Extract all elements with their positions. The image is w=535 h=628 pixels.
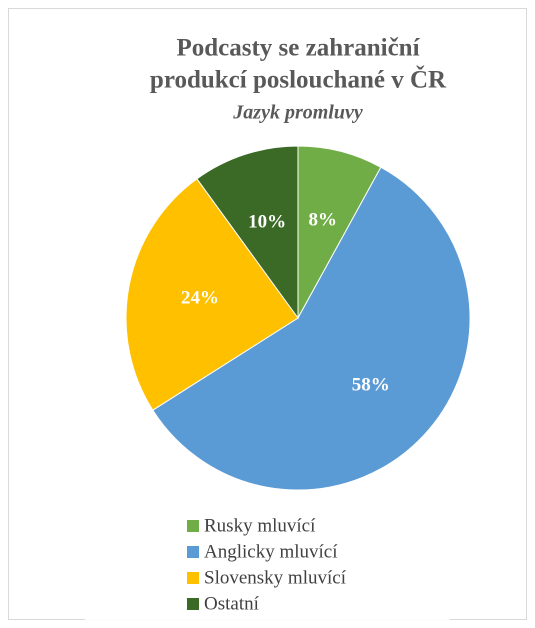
legend-swatch — [187, 520, 199, 532]
legend-swatch — [187, 598, 199, 610]
data-label: 8% — [309, 210, 338, 231]
data-label: 10% — [248, 211, 286, 232]
data-label: 24% — [181, 288, 219, 309]
chart-subtitle: Jazyk promluvy — [232, 102, 363, 124]
data-label: 58% — [352, 375, 390, 396]
legend-label: Slovensky mluvící — [204, 567, 347, 588]
legend-swatch — [187, 572, 199, 584]
pie-slice — [152, 166, 471, 491]
legend-label: Anglicky mluvící — [204, 541, 338, 562]
pie-slice — [196, 145, 299, 320]
legend-box — [85, 512, 450, 620]
chart-title: produkcí poslouchané v ČR — [150, 65, 447, 94]
legend-label: Ostatní — [204, 593, 260, 614]
legend-label: Rusky mluvící — [204, 515, 316, 536]
pie-slice — [125, 178, 299, 411]
legend-swatch — [187, 546, 199, 558]
chart-title: Podcasty se zahraniční — [176, 35, 420, 62]
